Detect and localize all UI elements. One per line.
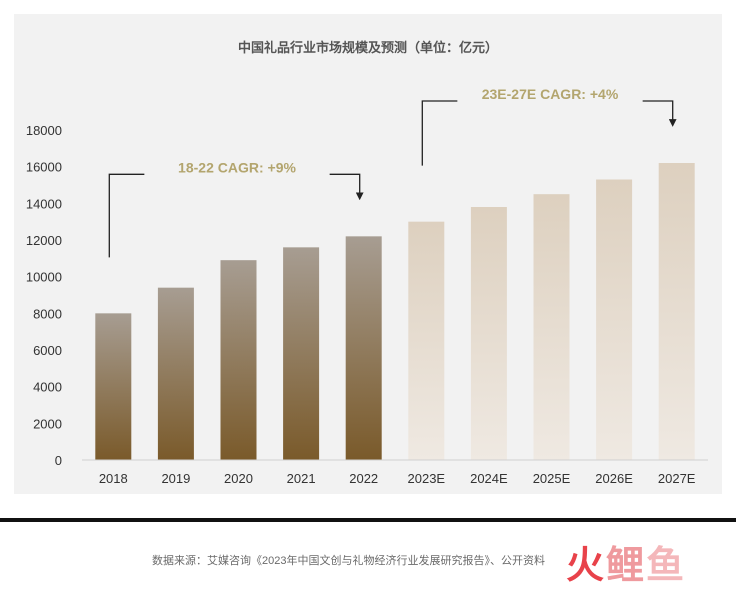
source-note: 数据来源：艾媒咨询《2023年中国文创与礼物经济行业发展研究报告》、公开资料 (152, 555, 545, 567)
x-tick-label: 2027E (658, 471, 696, 486)
bar-historical (283, 247, 320, 460)
annotation-bracket-right (642, 100, 677, 127)
bar-forecast (470, 207, 507, 460)
x-tick-label: 2020 (224, 471, 253, 486)
annotation-bracket-left (108, 173, 145, 258)
bar-forecast (533, 194, 570, 460)
annotation-label: 23E-27E CAGR: +4% (482, 86, 619, 102)
chart-title: 中国礼品行业市场规模及预测（单位：亿元） (238, 40, 498, 56)
y-tick-label: 8000 (33, 306, 62, 321)
x-tick-label: 2021 (287, 471, 316, 486)
logo-char: 鲤 (606, 543, 647, 587)
logo-char: 鱼 (646, 543, 687, 587)
chart-panel: 中国礼品行业市场规模及预测（单位：亿元） 0 2000 4000 6000 8000 10… (14, 14, 722, 494)
bar-forecast (658, 163, 695, 460)
divider (0, 518, 736, 522)
x-tick-label: 2022 (349, 471, 378, 486)
bar-historical (157, 287, 194, 460)
y-tick-label: 0 (55, 453, 62, 468)
annotation-label: 18-22 CAGR: +9% (178, 159, 296, 175)
bar-forecast (596, 179, 633, 460)
bar-chart: 中国礼品行业市场规模及预测（单位：亿元） 0 2000 4000 6000 8000 10… (26, 40, 708, 486)
y-axis: 0 2000 4000 6000 8000 10000 12000 14000 16000 180… (26, 123, 62, 468)
y-tick-label: 18000 (26, 123, 62, 138)
bar-historical (345, 236, 382, 460)
x-tick-label: 2018 (99, 471, 128, 486)
x-tick-label: 2023E (408, 471, 446, 486)
x-tick-label: 2019 (161, 471, 190, 486)
y-tick-label: 16000 (26, 160, 62, 175)
x-tick-label: 2024E (470, 471, 508, 486)
bars (95, 163, 695, 460)
bar-historical (95, 313, 132, 460)
y-tick-label: 14000 (26, 196, 62, 211)
annotations: 18-22 CAGR: +9% 23E-27E CAGR: +4% (108, 86, 677, 258)
bar-forecast (408, 221, 445, 460)
x-axis: 2018 2019 2020 2021 2022 2023E 2024E 2025E 2026E… (82, 459, 708, 486)
logo-char: 火 (566, 543, 607, 587)
brand-logo: 火鲤鱼 (566, 534, 686, 589)
x-tick-label: 2026E (595, 471, 633, 486)
y-tick-label: 4000 (33, 380, 62, 395)
y-tick-label: 2000 (33, 416, 62, 431)
annotation-bracket-left (421, 100, 458, 166)
annotation-bracket-right (329, 173, 364, 201)
x-tick-label: 2025E (533, 471, 571, 486)
y-tick-label: 12000 (26, 233, 62, 248)
y-tick-label: 6000 (33, 343, 62, 358)
bar-historical (220, 260, 257, 460)
y-tick-label: 10000 (26, 270, 62, 285)
